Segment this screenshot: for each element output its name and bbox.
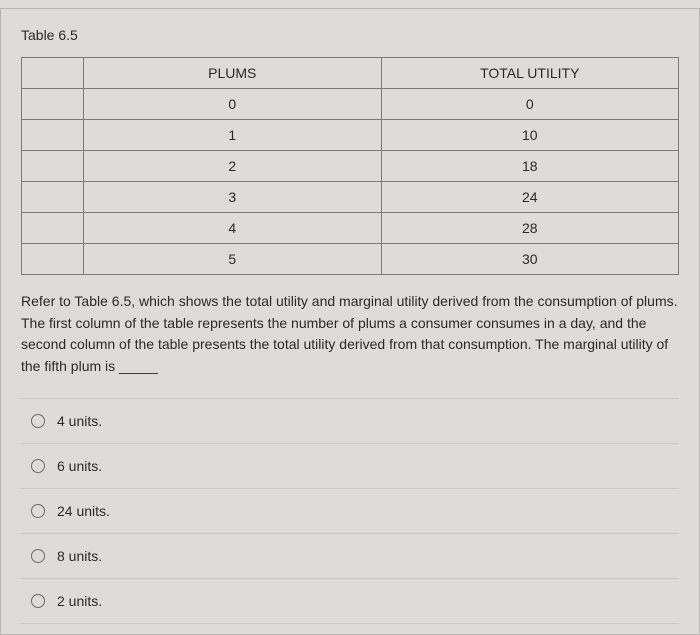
table-stub-cell	[22, 213, 84, 244]
utility-table: PLUMS TOTAL UTILITY 0 0 1 10 2	[21, 57, 679, 275]
table-row: 4 28	[22, 213, 679, 244]
option-row[interactable]: 6 units.	[21, 443, 679, 488]
question-text: Refer to Table 6.5, which shows the tota…	[21, 291, 679, 378]
table-stub-cell	[22, 120, 84, 151]
answer-options: 4 units. 6 units. 24 units. 8 units. 2 u…	[21, 398, 679, 624]
table-row: 3 24	[22, 182, 679, 213]
option-row[interactable]: 24 units.	[21, 488, 679, 533]
table-cell: 4	[84, 213, 382, 244]
radio-icon[interactable]	[31, 459, 45, 473]
table-row: 1 10	[22, 120, 679, 151]
table-stub-header	[22, 58, 84, 89]
table-title: Table 6.5	[21, 27, 679, 43]
table-cell: 28	[381, 213, 679, 244]
option-label: 24 units.	[57, 503, 110, 519]
table-row: 5 30	[22, 244, 679, 275]
table-row: 0 0	[22, 89, 679, 120]
option-label: 6 units.	[57, 458, 102, 474]
table-stub-cell	[22, 151, 84, 182]
radio-icon[interactable]	[31, 594, 45, 608]
table-row: 2 18	[22, 151, 679, 182]
table-cell: 5	[84, 244, 382, 275]
option-label: 4 units.	[57, 413, 102, 429]
table-cell: 10	[381, 120, 679, 151]
option-label: 8 units.	[57, 548, 102, 564]
radio-icon[interactable]	[31, 504, 45, 518]
table-cell: 0	[381, 89, 679, 120]
table-col-plums: PLUMS	[84, 58, 382, 89]
question-body: Table 6.5 PLUMS TOTAL UTILITY 0 0	[1, 8, 699, 634]
option-row[interactable]: 4 units.	[21, 398, 679, 443]
table-cell: 3	[84, 182, 382, 213]
question-card: Table 6.5 PLUMS TOTAL UTILITY 0 0	[0, 8, 700, 635]
table-cell: 2	[84, 151, 382, 182]
table-cell: 0	[84, 89, 382, 120]
option-row[interactable]: 2 units.	[21, 578, 679, 624]
table-cell: 24	[381, 182, 679, 213]
table-col-total-utility: TOTAL UTILITY	[381, 58, 679, 89]
radio-icon[interactable]	[31, 549, 45, 563]
table-cell: 30	[381, 244, 679, 275]
radio-icon[interactable]	[31, 414, 45, 428]
table-cell: 1	[84, 120, 382, 151]
table-stub-cell	[22, 182, 84, 213]
table-stub-cell	[22, 244, 84, 275]
option-row[interactable]: 8 units.	[21, 533, 679, 578]
table-cell: 18	[381, 151, 679, 182]
table-stub-cell	[22, 89, 84, 120]
option-label: 2 units.	[57, 593, 102, 609]
